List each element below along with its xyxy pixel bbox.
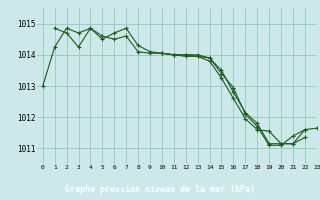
Text: Graphe pression niveau de la mer (hPa): Graphe pression niveau de la mer (hPa) — [65, 186, 255, 194]
